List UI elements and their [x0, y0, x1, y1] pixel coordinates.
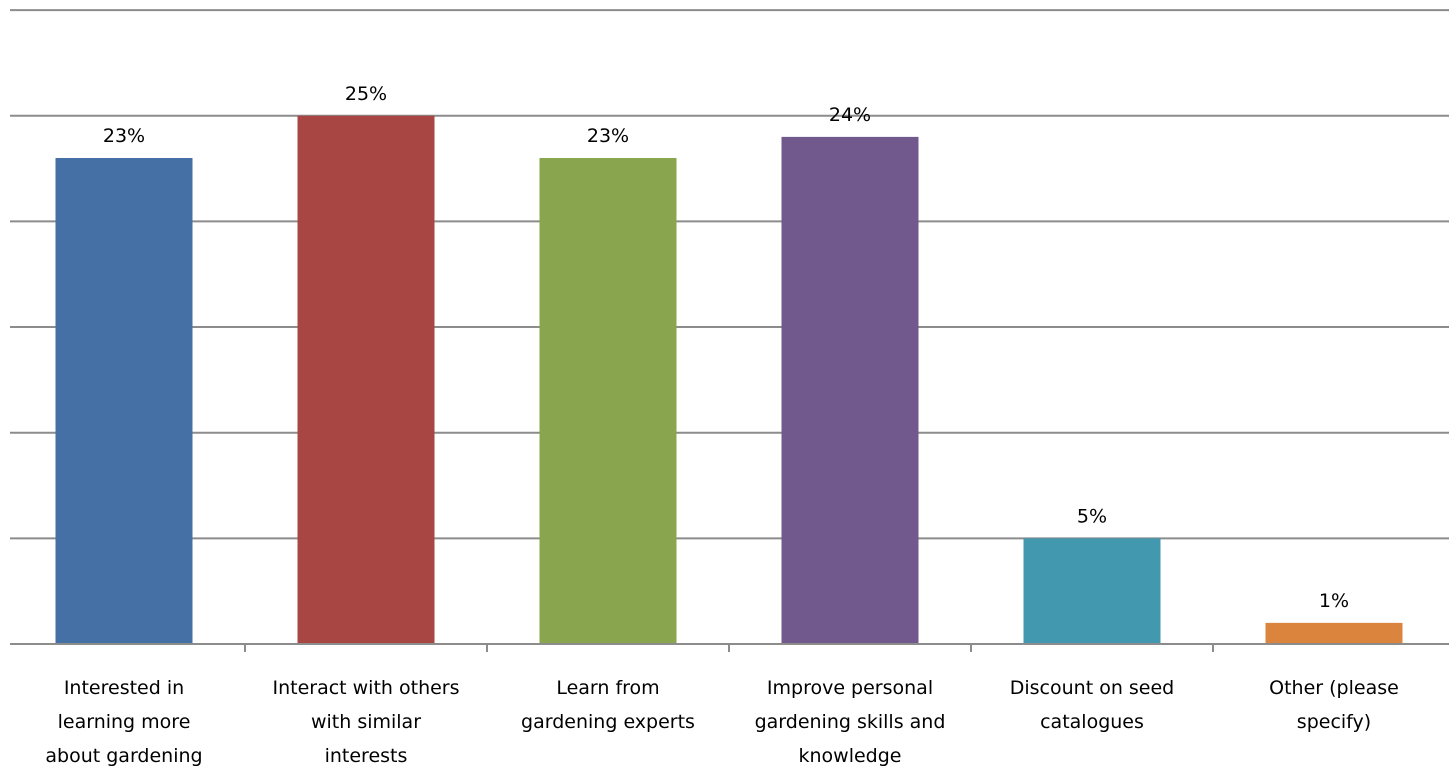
- category-label-5-line-0: Other (please: [1269, 677, 1399, 699]
- category-label-0-line-2: about gardening: [45, 745, 202, 767]
- category-label-1-line-1: with similar: [311, 711, 421, 733]
- bar-5: [1265, 622, 1403, 644]
- category-labels: Interested in learning more about gardenin…: [45, 677, 1398, 767]
- data-label-2: 23%: [587, 125, 629, 147]
- category-label-1: Interact with others with similar interest…: [272, 677, 459, 767]
- bars: [55, 115, 1403, 644]
- category-label-1-line-0: Interact with others: [272, 677, 459, 699]
- data-label-5: 1%: [1319, 590, 1349, 612]
- bar-4: [1023, 538, 1161, 644]
- bar-1: [297, 115, 435, 644]
- category-label-0-line-0: Interested in: [64, 677, 184, 699]
- data-label-4: 5%: [1077, 505, 1107, 527]
- data-label-0: 23%: [103, 125, 145, 147]
- x-axis: [10, 643, 1449, 652]
- category-label-2-line-1: gardening experts: [521, 711, 695, 733]
- gridlines: [10, 9, 1449, 540]
- category-label-5: Other (please specify): [1269, 677, 1399, 733]
- category-label-3: Improve personal gardening skills and know…: [755, 677, 946, 767]
- bar-2: [539, 158, 677, 644]
- category-label-0: Interested in learning more about gardenin…: [45, 677, 202, 767]
- category-label-0-line-1: learning more: [58, 711, 191, 733]
- category-label-2-line-0: Learn from: [556, 677, 659, 699]
- category-label-3-line-0: Improve personal: [767, 677, 933, 699]
- category-label-1-line-2: interests: [325, 745, 408, 767]
- category-label-3-line-1: gardening skills and: [755, 711, 946, 733]
- category-label-2: Learn from gardening experts: [521, 677, 695, 733]
- category-label-5-line-1: specify): [1297, 711, 1371, 733]
- bar-3: [781, 136, 919, 644]
- category-label-3-line-2: knowledge: [799, 745, 902, 767]
- data-label-1: 25%: [345, 83, 387, 105]
- data-label-3: 24%: [829, 104, 871, 126]
- category-label-4: Discount on seed catalogues: [1010, 677, 1175, 733]
- data-labels: 23% 25% 23% 24% 5% 1%: [103, 83, 1349, 612]
- category-label-4-line-1: catalogues: [1040, 711, 1144, 733]
- category-label-4-line-0: Discount on seed: [1010, 677, 1175, 699]
- bar-0: [55, 158, 193, 644]
